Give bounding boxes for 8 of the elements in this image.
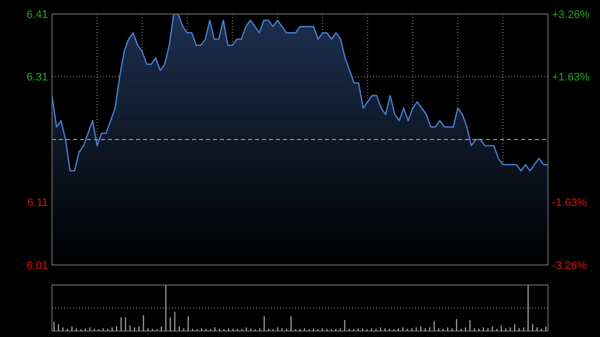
y-tick-label: 6.41 <box>26 8 48 21</box>
y2-tick-label: -3.26% <box>552 260 588 272</box>
y-tick-label: 6.01 <box>26 260 48 272</box>
y-tick-label: 6.31 <box>26 72 48 84</box>
y2-tick-label: +1.63% <box>552 72 590 84</box>
y2-tick-label: +3.26% <box>552 8 590 21</box>
y2-tick-label: -1.63% <box>552 197 588 210</box>
y-tick-label: 6.11 <box>27 197 48 210</box>
